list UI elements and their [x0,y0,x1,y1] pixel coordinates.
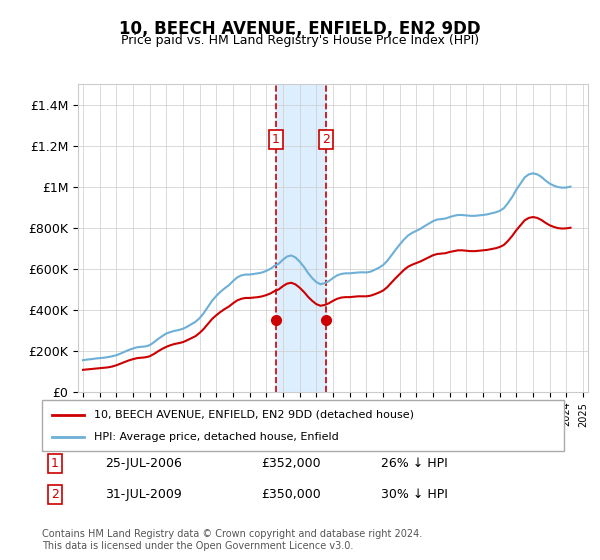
Text: 10, BEECH AVENUE, ENFIELD, EN2 9DD (detached house): 10, BEECH AVENUE, ENFIELD, EN2 9DD (deta… [94,409,414,419]
Text: 1: 1 [272,133,280,146]
FancyBboxPatch shape [42,400,564,451]
Text: 2: 2 [322,133,330,146]
Text: £352,000: £352,000 [261,457,321,470]
Text: 25-JUL-2006: 25-JUL-2006 [104,457,182,470]
Text: HPI: Average price, detached house, Enfield: HPI: Average price, detached house, Enfi… [94,432,339,442]
Bar [275,84,326,392]
Text: 10, BEECH AVENUE, ENFIELD, EN2 9DD: 10, BEECH AVENUE, ENFIELD, EN2 9DD [119,20,481,38]
Text: 2: 2 [51,488,59,501]
Text: 1: 1 [51,457,59,470]
Text: Price paid vs. HM Land Registry's House Price Index (HPI): Price paid vs. HM Land Registry's House … [121,34,479,46]
Text: £350,000: £350,000 [261,488,321,501]
Text: 30% ↓ HPI: 30% ↓ HPI [382,488,448,501]
Text: Contains HM Land Registry data © Crown copyright and database right 2024.
This d: Contains HM Land Registry data © Crown c… [42,529,422,551]
Text: 26% ↓ HPI: 26% ↓ HPI [382,457,448,470]
Text: 31-JUL-2009: 31-JUL-2009 [104,488,181,501]
